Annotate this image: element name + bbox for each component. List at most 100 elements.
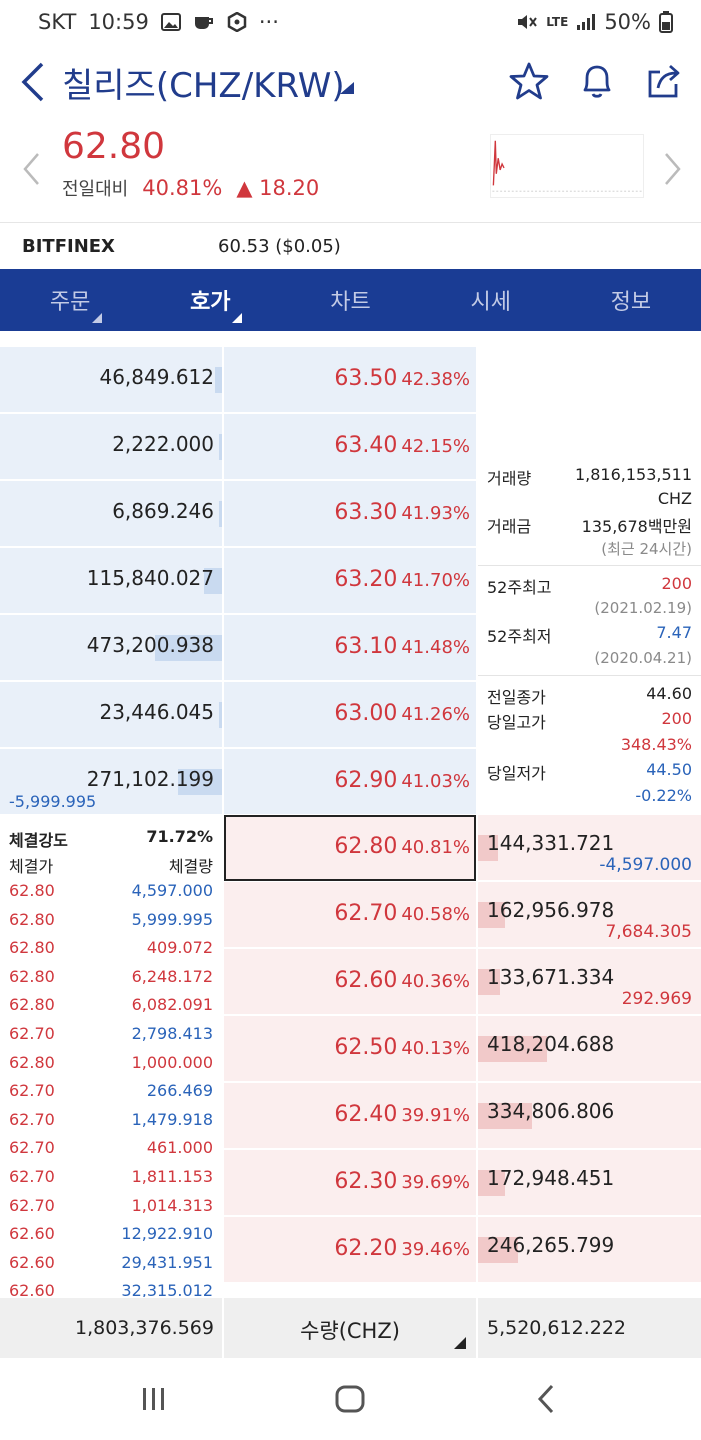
bid-quantity-cell[interactable]: 172,948.451 [478, 1150, 701, 1216]
bid-quantity-cell[interactable]: 133,671.334 292.969 [478, 949, 701, 1015]
day-low-row: 당일저가 44.50 [487, 760, 692, 784]
ask-quantity: 6,869.246 [112, 499, 214, 523]
low52-date: (2020.04.21) [594, 649, 692, 667]
back-arrow-icon[interactable] [18, 60, 52, 104]
trade-price: 62.60 [9, 1281, 55, 1297]
bid-price-percent: 40.13% [401, 1038, 470, 1059]
ask-volume-bar [219, 434, 222, 460]
previous-coin-icon[interactable] [22, 152, 42, 186]
bid-price-cell[interactable]: 62.70 40.58% [224, 882, 476, 948]
tab-market[interactable]: 시세 [421, 269, 561, 331]
ask-quantity-cell[interactable]: 473,200.938 [0, 615, 222, 681]
ask-quantity-cell[interactable]: 271,102.199 [0, 749, 222, 815]
trade-volume: 5,999.995 [131, 909, 213, 929]
title-dropdown-icon[interactable] [340, 82, 354, 94]
tab-chart[interactable]: 차트 [280, 269, 420, 331]
unit-selector[interactable]: 수량(CHZ) [224, 1298, 476, 1358]
recent-apps-icon[interactable] [140, 1386, 168, 1412]
ask-price-percent: 41.48% [401, 637, 470, 658]
current-price-cell[interactable]: 62.80 40.81% [224, 815, 476, 881]
home-icon[interactable] [335, 1385, 365, 1413]
totals-bar: 1,803,376.569 수량(CHZ) 5,520,612.222 [0, 1298, 701, 1358]
bid-quantity-cell[interactable]: 334,806.806 [478, 1083, 701, 1149]
bid-volume-bar [478, 1036, 548, 1062]
bid-volume-bar [478, 1103, 532, 1129]
ask-price-percent: 41.93% [401, 503, 470, 524]
price-change: 전일대비 40.81% ▲ 18.20 [62, 175, 319, 201]
ask-price-cell[interactable]: 63.20 41.70% [224, 548, 476, 614]
app-header: 칠리즈(CHZ/KRW) [0, 46, 701, 120]
strength-value: 71.72% [146, 827, 213, 846]
ask-price-cell[interactable]: 62.90 41.03% [224, 749, 476, 815]
high52-value: 200 [661, 574, 692, 593]
alarm-bell-icon[interactable] [579, 62, 615, 100]
ask-change-value: -5,999.995 [9, 792, 97, 811]
trade-price: 62.70 [9, 1138, 55, 1158]
ask-price-value: 63.30 [334, 500, 398, 525]
exchange-compare-row[interactable]: BITFINEX 60.53 ($0.05) [0, 224, 701, 269]
bid-quantity-change: 292.969 [621, 989, 692, 1009]
bid-price-value: 62.60 [334, 968, 398, 993]
day-high-label: 당일고가 [487, 713, 546, 732]
tab-orderbook[interactable]: 호가 [140, 269, 280, 331]
ask-price-cell[interactable]: 63.30 41.93% [224, 481, 476, 547]
change-percent: 40.81% [142, 176, 223, 200]
bid-quantity-cell[interactable]: 246,265.799 [478, 1217, 701, 1283]
volume-row: 거래량 1,816,153,511 [487, 465, 692, 489]
bid-price: 62.70 40.58% [334, 901, 470, 926]
trade-row: 62.60 12,922.910 [9, 1224, 213, 1252]
network-type-label: LTE [546, 15, 569, 29]
bid-total: 5,520,612.222 [478, 1298, 701, 1358]
ask-quantity-cell[interactable]: 2,222.000 [0, 414, 222, 480]
back-nav-icon[interactable] [536, 1384, 556, 1414]
trade-volume: 4,597.000 [131, 881, 213, 900]
bid-price-cell[interactable]: 62.20 39.46% [224, 1217, 476, 1283]
trade-price: 62.60 [9, 1252, 55, 1272]
coin-title[interactable]: 칠리즈(CHZ/KRW) [62, 66, 345, 106]
ask-price-cell[interactable]: 63.00 41.26% [224, 682, 476, 748]
bid-price-cell[interactable]: 62.40 39.91% [224, 1083, 476, 1149]
bid-volume-bar [478, 902, 505, 928]
bid-price-value: 62.50 [334, 1035, 398, 1060]
ask-quantity-cell[interactable]: 6,869.246 [0, 481, 222, 547]
battery-percent: 50% [604, 10, 651, 34]
bid-quantity-cell[interactable]: 144,331.721 -4,597.000 [478, 815, 701, 881]
bid-quantity-cell[interactable]: 162,956.978 7,684.305 [478, 882, 701, 948]
bid-quantity-change: 7,684.305 [605, 922, 692, 942]
ask-price-cell[interactable]: 63.10 41.48% [224, 615, 476, 681]
ask-price-percent: 41.26% [401, 704, 470, 725]
ask-quantity-cell[interactable]: 46,849.612 [0, 347, 222, 413]
bid-price: 62.60 40.36% [334, 968, 470, 993]
bid-price-cell[interactable]: 62.50 40.13% [224, 1016, 476, 1082]
strength-label: 체결강도 [9, 831, 68, 850]
share-icon[interactable] [646, 62, 684, 100]
cup-notification-icon [194, 17, 213, 29]
ask-quantity-cell[interactable]: 23,446.045 [0, 682, 222, 748]
next-coin-icon[interactable] [662, 152, 682, 186]
ask-price: 63.10 41.48% [334, 634, 470, 659]
tab-order[interactable]: 주문 [0, 269, 140, 331]
trade-volume: 266.469 [146, 1081, 213, 1101]
tab-label: 시세 [470, 290, 511, 315]
bid-price-value: 62.80 [334, 834, 398, 859]
bid-price-value: 62.70 [334, 901, 398, 926]
signal-icon [577, 14, 596, 30]
favorite-star-icon[interactable] [509, 62, 549, 100]
ask-price-cell[interactable]: 63.50 42.38% [224, 347, 476, 413]
trade-volume: 1,000.000 [131, 1052, 213, 1072]
bid-volume-bar [478, 835, 499, 861]
low52-row: 52주최저 7.47 [487, 623, 692, 647]
bid-price-cell[interactable]: 62.60 40.36% [224, 949, 476, 1015]
ask-quantity-cell[interactable]: 115,840.027 [0, 548, 222, 614]
ask-price-cell[interactable]: 63.40 42.15% [224, 414, 476, 480]
ask-quantity: 46,849.612 [99, 365, 214, 389]
mini-price-chart[interactable] [490, 134, 644, 198]
bid-quantity-cell[interactable]: 418,204.688 [478, 1016, 701, 1082]
trade-price: 62.70 [9, 1081, 55, 1101]
trade-price: 62.70 [9, 1167, 55, 1186]
tab-info[interactable]: 정보 [561, 269, 701, 331]
image-notification-icon [160, 13, 181, 31]
trade-price: 62.80 [9, 938, 55, 958]
trade-row: 62.70 1,014.313 [9, 1196, 213, 1224]
bid-price-cell[interactable]: 62.30 39.69% [224, 1150, 476, 1216]
